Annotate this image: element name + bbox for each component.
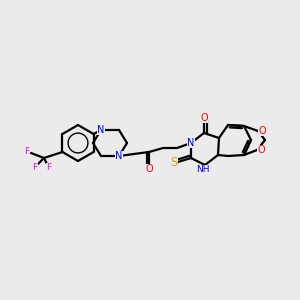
Text: F: F [46, 164, 52, 172]
Text: N: N [115, 151, 123, 161]
Text: N: N [187, 138, 195, 148]
Text: O: O [257, 145, 265, 155]
Text: O: O [258, 126, 266, 136]
Text: O: O [145, 164, 153, 174]
Text: NH: NH [196, 166, 210, 175]
Text: O: O [200, 113, 208, 123]
Text: F: F [24, 148, 30, 157]
Text: N: N [97, 125, 105, 135]
Text: S: S [170, 157, 178, 169]
Text: F: F [32, 163, 38, 172]
